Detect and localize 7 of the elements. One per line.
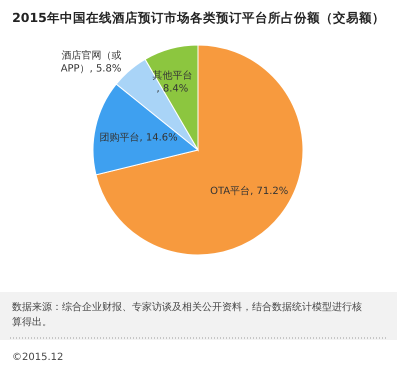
data-label: , 8.4% — [156, 84, 188, 95]
chart-title: 2015年中国在线酒店预订市场各类预订平台所占份额（交易额） — [12, 10, 385, 25]
slice-label: 酒店官网（或APP）, 5.8% — [60, 49, 122, 74]
slice-label: OTA平台, 71.2% — [210, 185, 288, 198]
text: ©2015.12 — [12, 352, 64, 363]
source-note: 数据来源：综合企业财报、专家访谈及相关公开资料，结合数据统计模型进行核算得出。 — [12, 301, 362, 328]
slice-label: 团购平台, 14.6% — [100, 132, 178, 144]
